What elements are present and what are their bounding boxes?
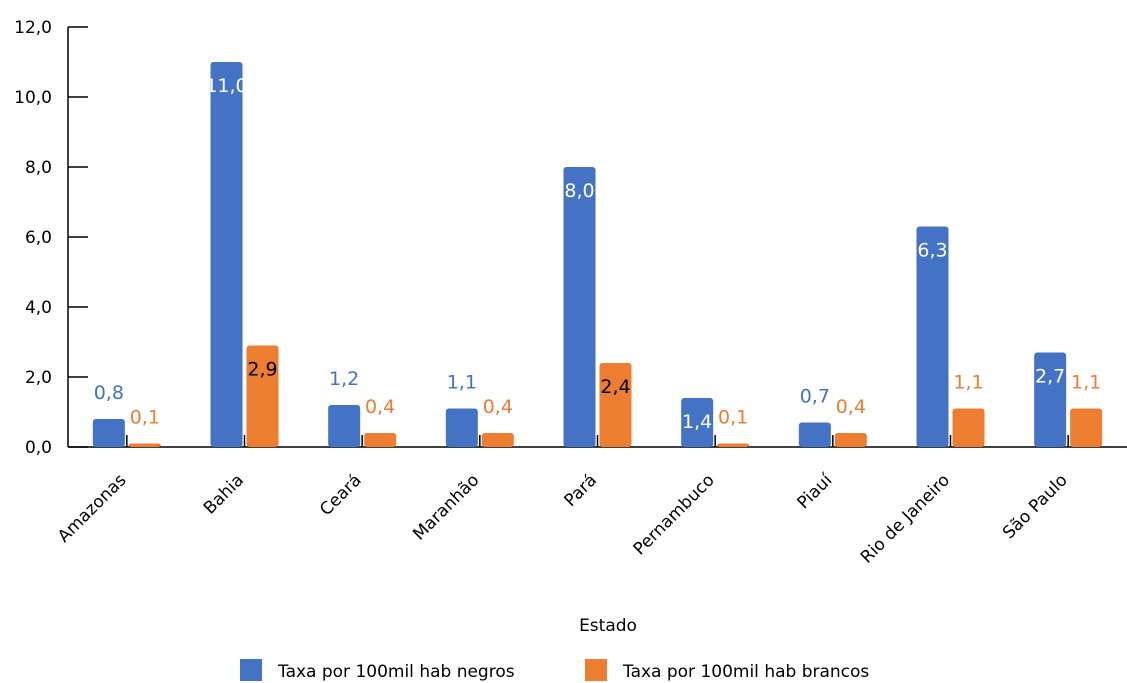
x-tick-label: Pernambuco [630, 470, 719, 559]
legend: Taxa por 100mil hab negros Taxa por 100mi… [240, 659, 869, 682]
legend-swatch [240, 659, 262, 681]
y-tick-label: 4,0 [25, 298, 52, 318]
bar-negros [563, 167, 596, 447]
bar-negros [328, 405, 361, 447]
x-axis-title: Estado [579, 616, 637, 636]
data-label: 1,4 [682, 411, 712, 433]
x-tick-label: Amazonas [54, 470, 130, 546]
x-tick-label: Ceará [316, 470, 366, 520]
data-labels: 0,8 0,1 11,0 2,9 1,2 0,4 1,1 0,4 8,0 2,4 1,4 0,1 0,7… [94, 75, 1102, 433]
data-label: 0,7 [800, 386, 830, 408]
y-axis: 0,0 2,0 4,0 6,0 8,0 10,0 12,0 [14, 18, 88, 458]
bars [92, 62, 1103, 447]
data-label: 0,1 [130, 407, 160, 429]
bar-negros [798, 422, 831, 447]
data-label: 1,1 [953, 372, 983, 394]
data-label: 8,0 [564, 180, 594, 202]
bar-negros [1034, 352, 1067, 447]
bar-brancos [364, 433, 397, 447]
bar-brancos [481, 433, 514, 447]
data-label: 0,4 [365, 396, 395, 418]
x-tick-label: Pará [561, 470, 602, 511]
y-tick-label: 8,0 [25, 158, 52, 178]
legend-label: Taxa por 100mil hab negros [277, 662, 515, 682]
data-label: 2,7 [1035, 366, 1065, 388]
bar-brancos [599, 363, 632, 447]
legend-label: Taxa por 100mil hab brancos [622, 662, 869, 682]
data-label: 2,9 [247, 359, 277, 381]
data-label: 1,1 [447, 372, 477, 394]
x-tick-label: Maranhão [409, 470, 483, 544]
x-tick-label: Piauí [794, 470, 838, 514]
bar-negros [92, 419, 125, 447]
bar-brancos [717, 443, 750, 447]
x-tick-label: São Paulo [999, 470, 1072, 543]
y-tick-label: 6,0 [25, 228, 52, 248]
y-tick-label: 0,0 [25, 438, 52, 458]
bar-brancos [952, 408, 985, 447]
bar-brancos [128, 443, 161, 447]
data-label: 2,4 [600, 376, 630, 398]
bar-brancos [834, 433, 867, 447]
y-tick-label: 2,0 [25, 368, 52, 388]
data-label: 11,0 [205, 75, 247, 97]
data-label: 0,8 [94, 382, 124, 404]
data-label: 1,2 [329, 368, 359, 390]
x-tick-label: Bahia [200, 470, 248, 518]
y-tick-label: 12,0 [14, 18, 52, 38]
bar-negros [210, 62, 243, 447]
y-tick-label: 10,0 [14, 88, 52, 108]
data-label: 6,3 [917, 240, 947, 262]
x-tick-label: Rio de Janeiro [857, 470, 954, 567]
legend-swatch [585, 659, 607, 681]
data-label: 0,4 [483, 396, 513, 418]
bar-negros [681, 398, 714, 447]
x-axis: Amazonas Bahia Ceará Maranhão Pará Pernambuco… [54, 435, 1127, 568]
data-label: 0,4 [836, 396, 866, 418]
data-label: 0,1 [718, 407, 748, 429]
bar-negros [916, 226, 949, 447]
bar-brancos [246, 345, 279, 447]
bar-negros [445, 408, 478, 447]
data-label: 1,1 [1071, 372, 1101, 394]
bar-brancos [1070, 408, 1103, 447]
